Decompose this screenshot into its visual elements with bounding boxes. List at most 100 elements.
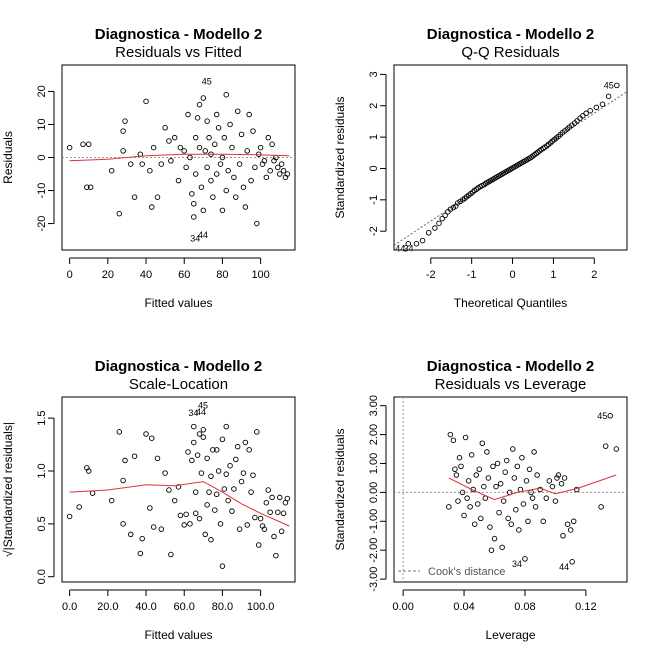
data-point	[217, 161, 224, 167]
data-point	[215, 468, 222, 474]
data-point	[244, 522, 251, 528]
data-point	[278, 528, 285, 535]
data-point	[560, 533, 566, 539]
data-point	[175, 177, 182, 184]
data-point	[520, 501, 527, 507]
data-point	[250, 128, 256, 134]
data-point	[602, 443, 609, 449]
data-point	[139, 161, 145, 167]
data-point	[108, 167, 115, 174]
outlier-label: 34	[188, 408, 198, 418]
data-point	[261, 526, 268, 532]
x-tick-label: -2	[426, 269, 436, 281]
panel-subtitle: Residuals vs Leverage	[435, 376, 587, 393]
data-point	[225, 497, 231, 504]
x-tick-label: 20.0	[97, 601, 118, 613]
data-point	[405, 240, 412, 247]
data-point	[461, 512, 467, 519]
panel-subtitle: Scale-Location	[129, 376, 228, 393]
data-point	[238, 131, 245, 138]
outlier-label: 44	[559, 562, 569, 572]
data-point	[493, 483, 499, 490]
data-point	[175, 484, 182, 490]
data-point	[189, 457, 195, 464]
data-point	[526, 466, 533, 473]
x-tick-label: 1	[550, 269, 556, 281]
data-point	[269, 494, 275, 501]
data-point	[476, 466, 483, 473]
data-point	[447, 431, 454, 438]
data-point	[185, 449, 191, 455]
data-point	[181, 522, 187, 528]
data-point	[236, 161, 243, 167]
data-point	[468, 452, 475, 458]
data-point	[503, 457, 510, 464]
data-point	[212, 141, 218, 148]
data-point	[275, 509, 281, 515]
data-point	[204, 455, 210, 462]
x-tick-label: 40.0	[135, 601, 156, 613]
data-point	[191, 200, 197, 207]
x-tick-label: 0.08	[514, 601, 535, 613]
data-point	[432, 225, 438, 231]
outlier-label: 44	[395, 244, 405, 254]
y-tick-label: -1.00	[368, 509, 380, 534]
y-tick-label: -10	[36, 183, 48, 199]
y-tick-label: 0	[36, 154, 48, 160]
data-point	[267, 509, 273, 515]
y-tick-label: 2	[368, 103, 380, 109]
data-point	[547, 140, 554, 146]
data-point	[171, 134, 178, 141]
x-tick-label: 60.0	[174, 601, 195, 613]
data-point	[284, 495, 291, 502]
data-point	[194, 115, 201, 121]
data-point	[598, 504, 604, 510]
data-point	[147, 505, 153, 511]
data-point	[531, 449, 537, 455]
data-point	[462, 434, 469, 441]
data-point	[599, 101, 606, 107]
data-point	[131, 453, 138, 459]
data-point	[198, 470, 205, 476]
outlier-label: 44	[198, 230, 208, 240]
data-point	[605, 93, 612, 100]
data-point	[244, 148, 251, 154]
data-point	[570, 518, 577, 525]
panel-title: Diagnostica - Modello 2	[95, 358, 263, 375]
data-point	[276, 171, 283, 177]
smooth-line	[69, 481, 290, 527]
data-point	[246, 111, 252, 118]
data-point	[500, 498, 507, 504]
data-points	[66, 91, 291, 227]
data-point	[523, 478, 530, 484]
data-point	[143, 431, 149, 437]
y-tick-label: 0	[368, 165, 380, 171]
data-point	[456, 454, 463, 461]
x-tick-label: 0	[509, 269, 515, 281]
data-point	[248, 489, 254, 495]
data-point	[252, 514, 258, 521]
data-point	[534, 472, 540, 478]
outlier-label: 45	[198, 400, 208, 410]
data-point	[471, 521, 478, 527]
data-point	[491, 535, 498, 542]
data-point	[485, 475, 492, 481]
outlier-label: 34	[403, 244, 413, 254]
data-point	[252, 164, 258, 171]
plot-frame	[393, 396, 628, 583]
x-tick-label: 0.0	[62, 601, 77, 613]
data-point	[213, 447, 220, 453]
data-point	[85, 141, 92, 148]
data-point	[248, 177, 254, 184]
data-point	[273, 552, 279, 559]
data-point	[497, 480, 504, 487]
data-point	[200, 207, 207, 214]
outlier-label: 45	[604, 80, 614, 90]
data-point	[453, 472, 460, 478]
data-point	[467, 504, 473, 510]
data-point	[128, 161, 134, 167]
data-point	[227, 462, 233, 469]
y-tick-label: 0.5	[36, 516, 48, 531]
data-point	[280, 167, 287, 174]
